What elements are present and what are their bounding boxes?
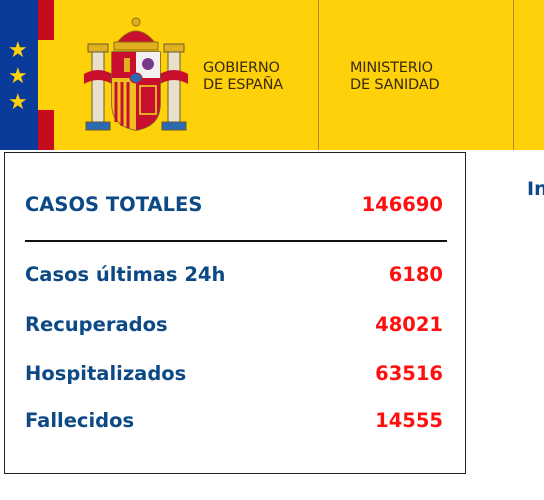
- spanish-flag-red-band: [38, 110, 54, 150]
- ministry-label: MINISTERIO DE SANIDAD: [350, 60, 440, 94]
- coat-of-arms-icon: [84, 17, 188, 131]
- ministry-label-line1: MINISTERIO: [350, 60, 433, 76]
- star-icon: ★: [8, 38, 28, 63]
- government-label-line1: GOBIERNO: [203, 60, 280, 76]
- spanish-flag-yellow-band: [38, 40, 54, 110]
- banner-divider: [318, 0, 319, 150]
- banner-divider: [513, 0, 514, 150]
- government-label-line2: DE ESPAÑA: [203, 77, 284, 93]
- stat-label: Recuperados: [25, 313, 168, 336]
- stat-value: 48021: [375, 313, 443, 336]
- star-icon: ★: [8, 90, 28, 115]
- government-label: GOBIERNO DE ESPAÑA: [203, 60, 283, 94]
- stat-value: 63516: [375, 362, 443, 385]
- total-cases-label: CASOS TOTALES: [25, 193, 203, 216]
- total-cases-value: 146690: [361, 193, 443, 216]
- covid-stats-card: CASOS TOTALES 146690 Casos últimas 24h 6…: [4, 152, 466, 474]
- side-heading: In: [527, 178, 544, 200]
- stat-label: Casos últimas 24h: [25, 263, 226, 286]
- eu-flag-strip: ★ ★ ★: [0, 0, 38, 150]
- stat-value: 14555: [375, 409, 443, 432]
- government-header-banner: ★ ★ ★ GOBIE: [0, 0, 544, 150]
- spanish-flag-red-band: [38, 0, 54, 40]
- ministry-label-line2: DE SANIDAD: [350, 77, 440, 93]
- stat-label: Fallecidos: [25, 409, 135, 432]
- divider-line: [25, 240, 447, 242]
- stat-value: 6180: [388, 263, 443, 286]
- star-icon: ★: [8, 64, 28, 89]
- stat-label: Hospitalizados: [25, 362, 187, 385]
